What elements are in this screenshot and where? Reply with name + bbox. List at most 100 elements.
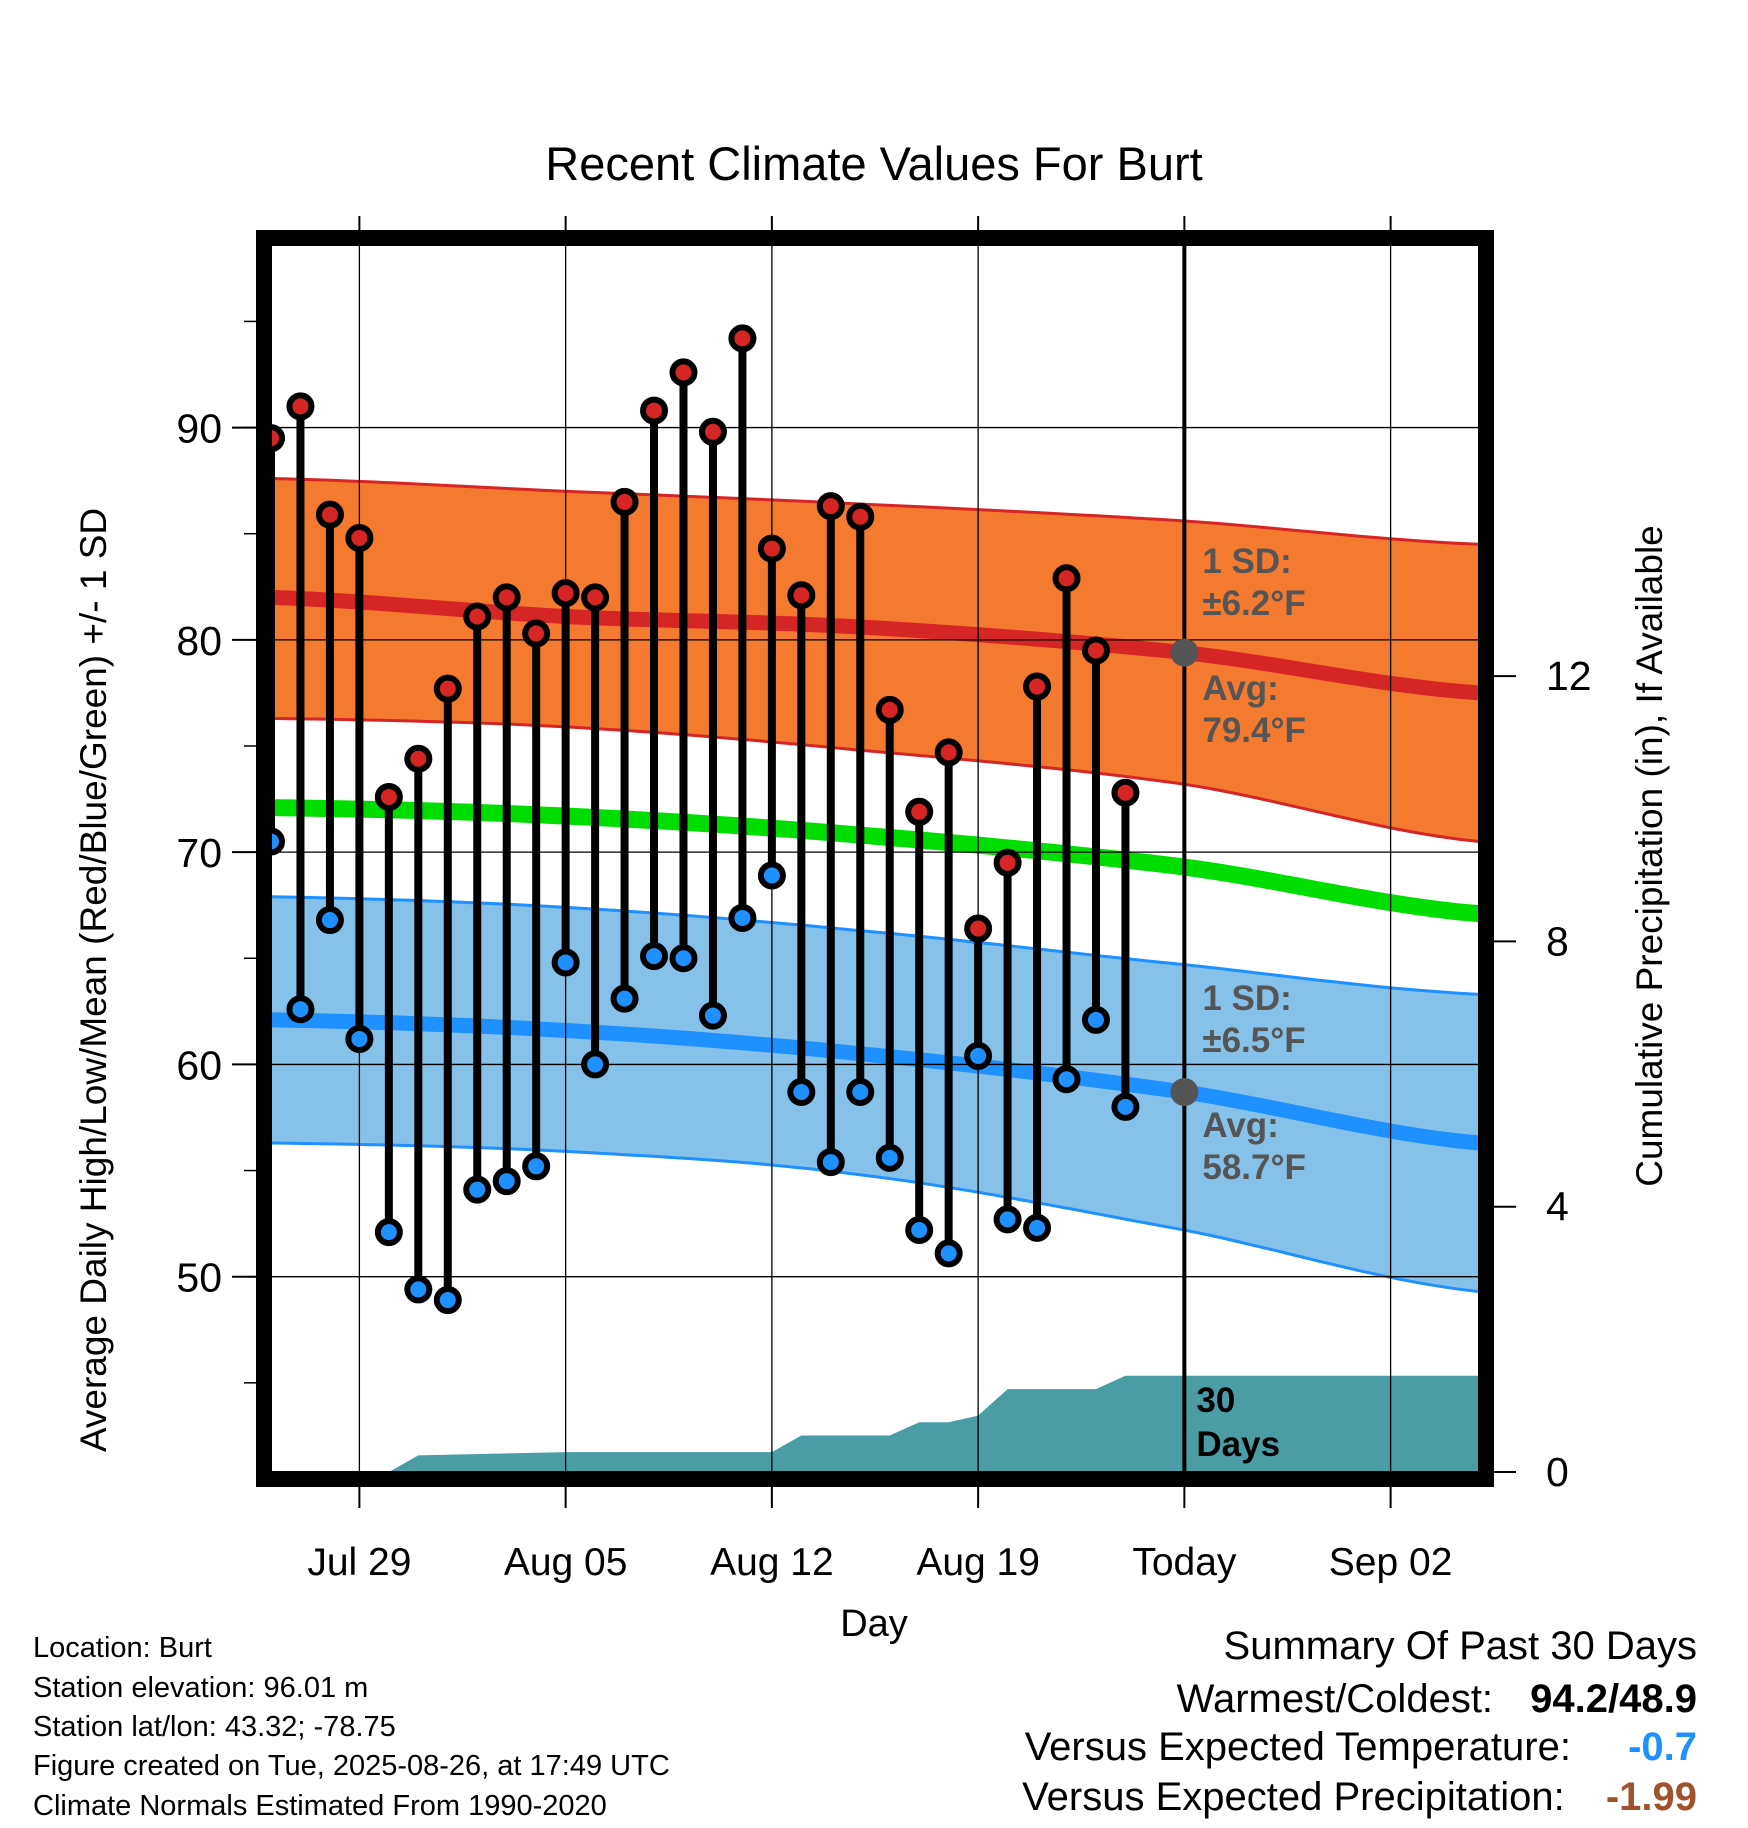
daily-high-point xyxy=(728,324,757,353)
daily-high-point xyxy=(345,523,374,552)
daily-low-point xyxy=(993,1205,1022,1234)
normal-low-band-upper xyxy=(270,895,1480,996)
x-tick-label: Aug 19 xyxy=(916,1541,1040,1584)
daily-low-point xyxy=(315,906,344,935)
x-tick-label: Aug 12 xyxy=(710,1541,834,1584)
y2-tick-label: 4 xyxy=(1546,1184,1569,1230)
summary-temp-label: Versus Expected Temperature: xyxy=(1024,1725,1571,1769)
daily-high-point xyxy=(669,358,698,387)
daily-low-point xyxy=(757,861,786,890)
y2-tick-label: 12 xyxy=(1546,653,1592,699)
high-avg-label: Avg: 79.4°F xyxy=(1202,669,1306,750)
normal-low-band xyxy=(271,896,1479,1292)
daily-high-point xyxy=(374,782,403,811)
summary-heading: Summary Of Past 30 Days xyxy=(1223,1624,1697,1668)
info-normals: Climate Normals Estimated From 1990-2020 xyxy=(33,1790,607,1822)
daily-low-point xyxy=(1081,1005,1110,1034)
daily-low-point xyxy=(875,1143,904,1172)
daily-low-point xyxy=(1023,1213,1052,1242)
daily-low-point xyxy=(934,1239,963,1268)
info-created: Figure created on Tue, 2025-08-26, at 17… xyxy=(33,1750,670,1782)
daily-high-point xyxy=(286,392,315,421)
normal-high-band-lower xyxy=(270,716,1480,843)
x-tick-label: Aug 05 xyxy=(504,1541,628,1584)
plot-frame xyxy=(256,230,1494,1487)
daily-low-point xyxy=(698,1001,727,1030)
info-elevation: Station elevation: 96.01 m xyxy=(33,1672,369,1704)
daily-high-point xyxy=(640,396,669,425)
high-sd-label: 1 SD: ±6.2°F xyxy=(1202,542,1305,623)
daily-low-point xyxy=(286,995,315,1024)
daily-high-point xyxy=(551,579,580,608)
summary-precip: Versus Expected Precipitation: -1.99 xyxy=(1022,1777,1697,1817)
y2-axis-label: Cumulative Precipitation (in), If Availa… xyxy=(1629,525,1670,1187)
summary-temp: Versus Expected Temperature: -0.7 xyxy=(1025,1727,1697,1767)
summary-warm-cold-label: Warmest/Coldest: xyxy=(1176,1677,1494,1721)
daily-low-point xyxy=(581,1050,610,1079)
y-axis-label: Average Daily High/Low/Mean (Red/Blue/Gr… xyxy=(73,508,114,1452)
daily-low-point xyxy=(787,1078,816,1107)
daily-low-point xyxy=(463,1175,492,1204)
today-window-label: 30 Days xyxy=(1196,1381,1280,1464)
daily-high-point xyxy=(875,695,904,724)
y-tick-label: 70 xyxy=(176,830,222,876)
daily-high-point xyxy=(1081,636,1110,665)
y-tick-label: 50 xyxy=(176,1255,222,1301)
info-location: Location: Burt xyxy=(33,1632,212,1664)
summary-precip-value: -1.99 xyxy=(1605,1775,1697,1819)
daily-high-point xyxy=(993,848,1022,877)
daily-high-point xyxy=(315,500,344,529)
chart-title: Recent Climate Values For Burt xyxy=(545,137,1202,190)
summary-temp-value: -0.7 xyxy=(1628,1725,1697,1769)
x-tick-label: Sep 02 xyxy=(1329,1541,1453,1584)
normal-low-band-lower xyxy=(270,1141,1480,1294)
y2-tick-label: 8 xyxy=(1546,918,1569,964)
daily-high-point xyxy=(787,581,816,610)
daily-high-point xyxy=(934,738,963,767)
today-high-avg-marker xyxy=(1170,638,1199,667)
daily-high-point xyxy=(492,583,521,612)
x-tick-label: Today xyxy=(1132,1541,1237,1584)
daily-high-point xyxy=(522,619,551,648)
daily-high-point xyxy=(846,502,875,531)
daily-low-point xyxy=(492,1167,521,1196)
daily-low-point xyxy=(905,1215,934,1244)
y-tick-label: 90 xyxy=(176,406,222,452)
y-tick-label: 80 xyxy=(176,618,222,664)
daily-low-point xyxy=(433,1286,462,1315)
low-avg-label: Avg: 58.7°F xyxy=(1202,1106,1306,1187)
daily-low-point xyxy=(345,1024,374,1053)
daily-high-point xyxy=(1052,564,1081,593)
x-tick-label: Jul 29 xyxy=(307,1541,411,1584)
daily-high-point xyxy=(1111,778,1140,807)
y2-tick-label: 0 xyxy=(1546,1449,1569,1495)
daily-high-point xyxy=(404,744,433,773)
daily-low-point xyxy=(846,1078,875,1107)
daily-low-point xyxy=(640,942,669,971)
daily-low-point xyxy=(669,944,698,973)
plot-area: 1 SD: ±6.2°F Avg: 79.4°F 1 SD: ±6.5°F Avg: 58.7… xyxy=(176,216,1592,1584)
daily-high-point xyxy=(698,417,727,446)
daily-high-point xyxy=(1023,672,1052,701)
daily-high-point xyxy=(433,674,462,703)
normal-high-band-upper xyxy=(270,477,1480,546)
info-latlon: Station lat/lon: 43.32; -78.75 xyxy=(33,1711,396,1743)
daily-low-point xyxy=(1052,1065,1081,1094)
daily-high-point xyxy=(610,487,639,516)
daily-low-point xyxy=(374,1218,403,1247)
normal-mean-line xyxy=(270,799,1480,923)
daily-low-point xyxy=(816,1148,845,1177)
daily-high-point xyxy=(581,583,610,612)
daily-high-point xyxy=(905,797,934,826)
daily-low-point xyxy=(522,1152,551,1181)
y-tick-label: 60 xyxy=(176,1042,222,1088)
daily-low-point xyxy=(610,984,639,1013)
daily-high-point xyxy=(463,602,492,631)
daily-low-point xyxy=(964,1041,993,1070)
daily-high-point xyxy=(816,492,845,521)
precip-area xyxy=(271,1375,1479,1472)
daily-low-point xyxy=(1111,1092,1140,1121)
low-sd-label: 1 SD: ±6.5°F xyxy=(1202,979,1305,1060)
today-low-avg-marker xyxy=(1170,1078,1199,1107)
